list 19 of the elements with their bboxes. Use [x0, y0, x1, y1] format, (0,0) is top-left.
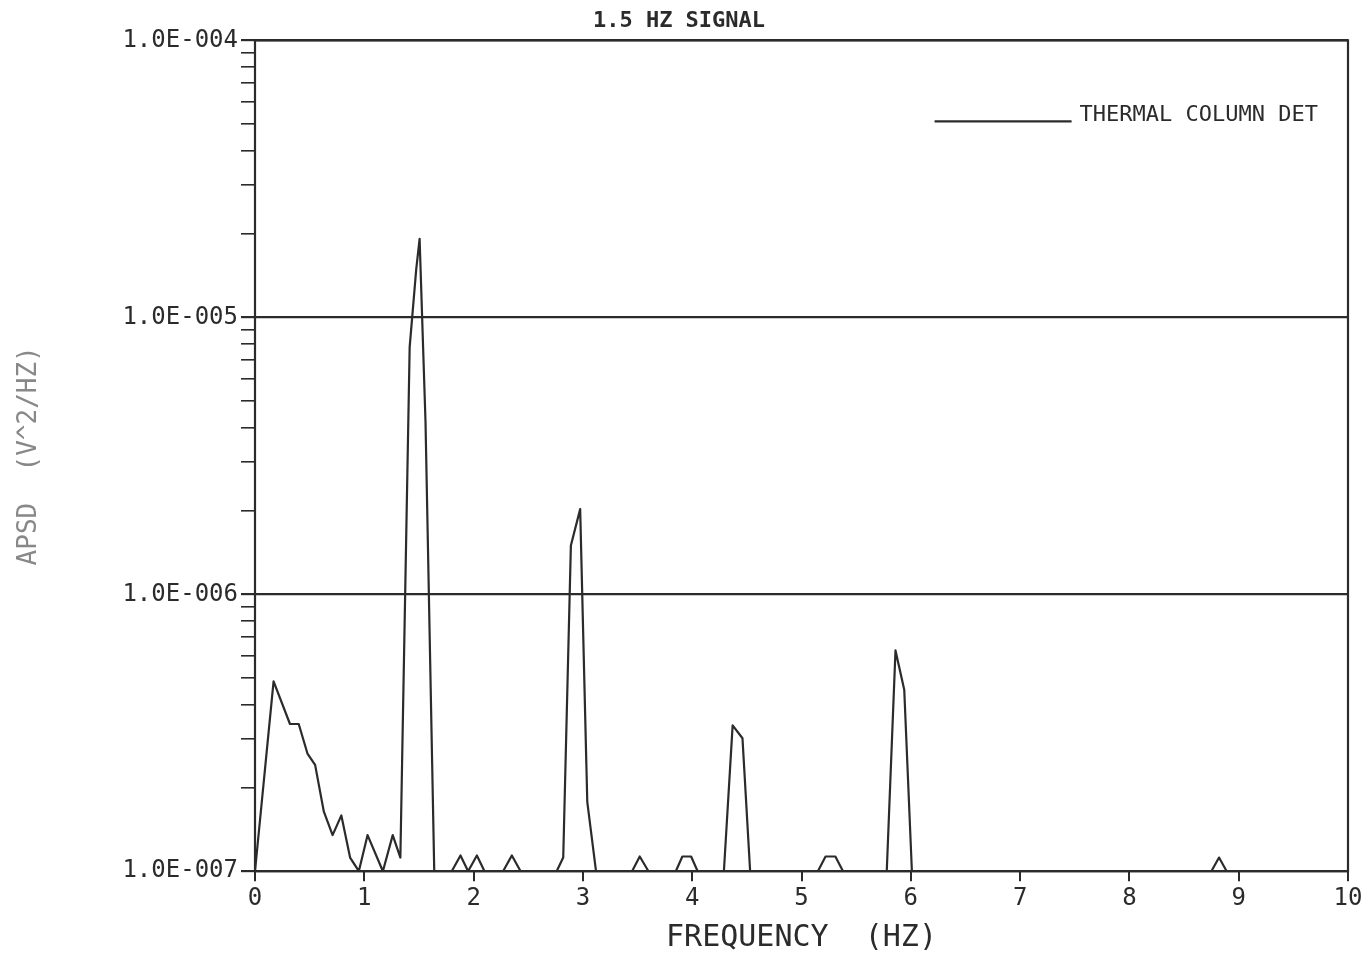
y-tick-label: 1.0E-005: [122, 301, 238, 330]
x-tick-label: 8: [1122, 882, 1137, 911]
x-tick-label: 7: [1012, 882, 1028, 911]
x-tick-label: 9: [1231, 882, 1246, 911]
y-tick-label: 1.0E-004: [122, 24, 238, 53]
text: THERMAL COLUMN DET: [1079, 101, 1319, 127]
x-tick-label: 6: [903, 882, 919, 911]
x-tick-label: 1: [357, 882, 372, 911]
x-tick-label: 0: [247, 882, 263, 911]
y-tick-label: 1.0E-007: [122, 855, 238, 884]
x-tick-label: 10: [1333, 882, 1363, 911]
y-tick-label: 1.0E-006: [122, 578, 238, 607]
x-tick-label: 5: [794, 882, 809, 911]
x-tick-label: 3: [575, 882, 591, 911]
x-axis-title: FREQUENCY (HZ): [666, 917, 937, 953]
x-tick-label: 4: [684, 882, 700, 911]
x-tick-label: 2: [466, 882, 481, 911]
y-axis-title: APSD (V^2/HZ): [12, 346, 43, 566]
chart-title: 1.5 HZ SIGNAL: [592, 6, 766, 32]
